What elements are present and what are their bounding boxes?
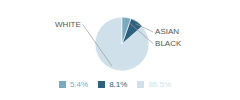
- svg-text:WHITE: WHITE: [55, 20, 81, 29]
- html-text:86.5%: 86.5%: [148, 80, 172, 89]
- html-text:8.1%: 8.1%: [109, 80, 128, 89]
- html-text:5.4%: 5.4%: [69, 80, 89, 89]
- svg-text:ASIAN: ASIAN: [155, 27, 179, 36]
- svg-text:BLACK: BLACK: [155, 39, 182, 48]
